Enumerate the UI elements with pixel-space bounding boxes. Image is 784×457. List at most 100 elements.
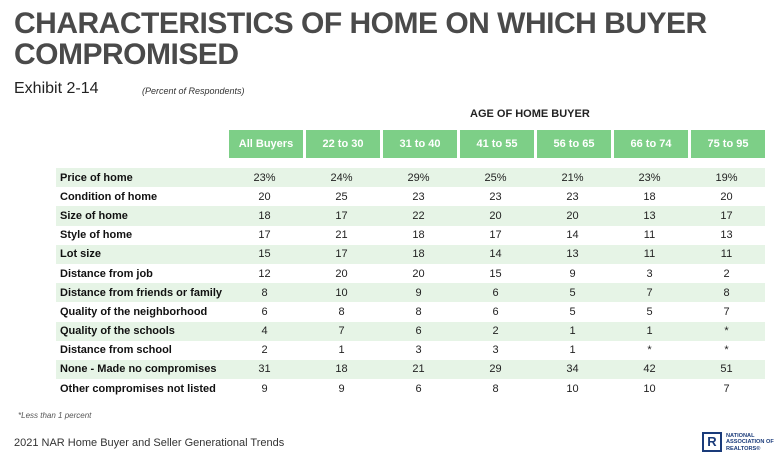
table-cell: 20 xyxy=(258,190,271,203)
table-cell: 29% xyxy=(380,158,457,188)
table-cell: 14 xyxy=(457,244,534,264)
table-cell: 6 xyxy=(492,305,499,318)
table-cell: 10 xyxy=(566,382,579,395)
table-cell: 20 xyxy=(720,190,733,203)
table-cell: 3 xyxy=(492,344,499,357)
table-cell: 18 xyxy=(643,190,656,203)
table-cell: 23 xyxy=(489,190,502,203)
table-cell: 23% xyxy=(611,158,688,188)
row-label: Quality of the schools xyxy=(56,321,226,341)
column-header: 66 to 74 xyxy=(611,130,688,158)
table-cell: 9 xyxy=(380,283,457,303)
logo-line: NATIONAL xyxy=(726,433,755,439)
logo-line: ASSOCIATION OF xyxy=(726,439,774,446)
table-cell: 17 xyxy=(688,206,765,226)
table-row: Style of home 17 21 18 17 14 11 13 xyxy=(56,226,765,245)
table-cell: 6 xyxy=(261,305,268,318)
table-cell: 18 xyxy=(412,229,425,242)
table-row: Quality of the schools 4 7 6 2 1 1 * xyxy=(56,321,765,341)
table-cell: 20 xyxy=(457,206,534,226)
table-cell: 2 xyxy=(723,267,730,280)
table-cell: * xyxy=(647,344,652,357)
table-cell: 17 xyxy=(258,229,271,242)
table-cell: 7 xyxy=(303,321,380,341)
table-cell: 6 xyxy=(415,382,422,395)
table-cell: 8 xyxy=(338,305,345,318)
table-cell: 15 xyxy=(226,244,303,264)
row-label: Distance from job xyxy=(60,267,153,280)
table-cell: 5 xyxy=(646,305,653,318)
table-cell: 1 xyxy=(338,344,345,357)
column-header: 56 to 65 xyxy=(534,130,611,158)
table-cell: 2 xyxy=(261,344,268,357)
table-cell: 8 xyxy=(688,283,765,303)
table-cell: 18 xyxy=(380,244,457,264)
age-group-heading: AGE OF HOME BUYER xyxy=(470,108,590,120)
table-cell: 7 xyxy=(611,283,688,303)
table-cell: 2 xyxy=(457,321,534,341)
table-cell: 20 xyxy=(335,267,348,280)
table-cell: 25% xyxy=(457,158,534,188)
table-row: None - Made no compromises 31 18 21 29 34 42 51 xyxy=(56,359,765,380)
table-cell: 29 xyxy=(457,359,534,380)
table-body: Price of home 23% 24% 29% 25% 21% 23% 19% Condit… xyxy=(56,158,765,398)
row-label: Lot size xyxy=(56,244,226,264)
table-row: Distance from school 2 1 3 3 1 * * xyxy=(56,341,765,360)
table-cell: 7 xyxy=(723,305,730,318)
table-cell: 9 xyxy=(569,267,576,280)
column-header: All Buyers xyxy=(226,130,303,158)
table-cell: 14 xyxy=(566,229,579,242)
table-cell: 20 xyxy=(534,206,611,226)
table-cell: 10 xyxy=(303,283,380,303)
table-cell: * xyxy=(724,344,729,357)
table-row: Quality of the neighborhood 6 8 8 6 5 5 7 xyxy=(56,302,765,321)
table-row: Price of home 23% 24% 29% 25% 21% 23% 19% xyxy=(56,158,765,188)
table-cell: 8 xyxy=(492,382,499,395)
table-cell: 22 xyxy=(380,206,457,226)
table-row: Other compromises not listed 9 9 6 8 10 10 7 xyxy=(56,379,765,398)
table-cell: 10 xyxy=(643,382,656,395)
row-label: Distance from friends or family xyxy=(56,283,226,303)
table-cell: 11 xyxy=(688,244,765,264)
table-cell: 1 xyxy=(534,321,611,341)
table-row: Distance from friends or family 8 10 9 6 5 7 8 xyxy=(56,283,765,303)
row-label: Condition of home xyxy=(60,190,158,203)
table-cell: 34 xyxy=(534,359,611,380)
table-cell: 5 xyxy=(569,305,576,318)
table-row: Condition of home 20 25 23 23 23 18 20 xyxy=(56,187,765,206)
row-label: None - Made no compromises xyxy=(56,359,226,380)
table-cell: 11 xyxy=(643,229,656,242)
table-cell: 23 xyxy=(566,190,579,203)
row-label: Quality of the neighborhood xyxy=(60,305,208,318)
header-blank-cell xyxy=(56,130,226,158)
page-title: CHARACTERISTICS OF HOME ON WHICH BUYER C… xyxy=(14,7,707,71)
table-cell: 12 xyxy=(258,267,271,280)
table-row: Lot size 15 17 18 14 13 11 11 xyxy=(56,244,765,264)
logo-wordmark: NATIONAL ASSOCIATION OF REALTORS® xyxy=(726,433,774,452)
table-cell: 6 xyxy=(457,283,534,303)
table-cell: 25 xyxy=(335,190,348,203)
table-cell: 17 xyxy=(489,229,502,242)
realtor-r-icon: R xyxy=(702,432,722,452)
table-cell: 13 xyxy=(720,229,733,242)
table-cell: 19% xyxy=(688,158,765,188)
table-cell: 7 xyxy=(723,382,730,395)
table-cell: 17 xyxy=(303,244,380,264)
row-label: Other compromises not listed xyxy=(60,382,216,395)
row-label: Size of home xyxy=(56,206,226,226)
table-cell: 31 xyxy=(226,359,303,380)
table-cell: 18 xyxy=(303,359,380,380)
table-cell: 13 xyxy=(534,244,611,264)
table-cell: 21 xyxy=(335,229,348,242)
column-header: 75 to 95 xyxy=(688,130,765,158)
table-cell: 42 xyxy=(611,359,688,380)
table-cell: 24% xyxy=(303,158,380,188)
table-cell: 23% xyxy=(226,158,303,188)
row-label: Style of home xyxy=(60,229,133,242)
table-cell: 20 xyxy=(412,267,425,280)
column-header: 31 to 40 xyxy=(380,130,457,158)
exhibit-subtitle: (Percent of Respondents) xyxy=(142,86,245,96)
table-cell: 18 xyxy=(226,206,303,226)
table-header-row: All Buyers 22 to 30 31 to 40 41 to 55 56… xyxy=(56,130,765,158)
column-header: 41 to 55 xyxy=(457,130,534,158)
